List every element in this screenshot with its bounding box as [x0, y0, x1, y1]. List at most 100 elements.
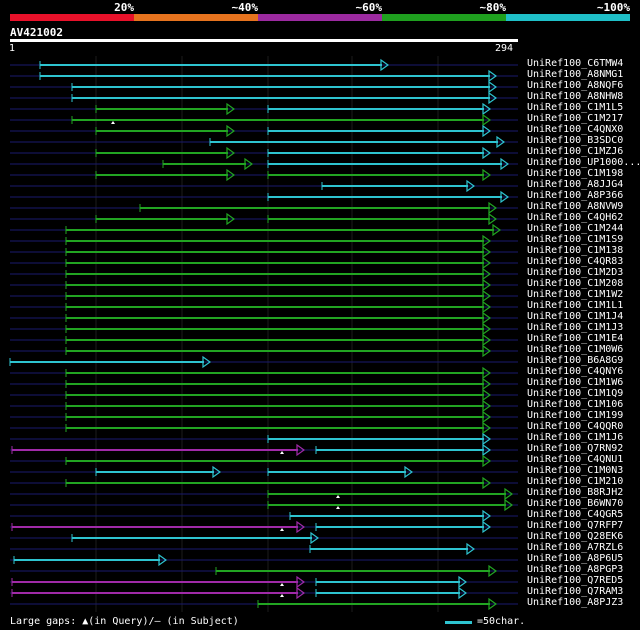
hit-label[interactable]: UniRef100_A8P6U5 — [527, 553, 624, 564]
alignment-arrow — [482, 344, 492, 358]
hit-label[interactable]: UniRef100_C4QNU1 — [527, 454, 624, 465]
hit-label[interactable]: UniRef100_C1M1E4 — [527, 333, 624, 344]
alignment-arrow — [458, 575, 468, 589]
alignment-arrow — [488, 201, 498, 215]
alignment-arrow — [482, 113, 492, 127]
alignment-arrow — [310, 531, 320, 545]
alignment-arrow — [482, 432, 492, 446]
hit-label[interactable]: UniRef100_A8JJG4 — [527, 179, 624, 190]
query-gap-marker — [280, 451, 284, 454]
identity-legend-bar — [10, 14, 630, 21]
alignment-arrow — [482, 168, 492, 182]
alignment-arrow — [482, 124, 492, 138]
hit-label[interactable]: UniRef100_Q7RED5 — [527, 575, 624, 586]
alignment-arrow — [296, 586, 306, 600]
hit-label[interactable]: UniRef100_C1MZJ6 — [527, 146, 624, 157]
hit-label[interactable]: UniRef100_C1M1Q9 — [527, 388, 624, 399]
hit-label[interactable]: UniRef100_A8NVW9 — [527, 201, 624, 212]
hit-label[interactable]: UniRef100_B8RJH2 — [527, 487, 624, 498]
alignment-arrow — [488, 597, 498, 611]
alignment-arrow — [482, 234, 492, 248]
hit-label[interactable]: UniRef100_A8PJZ3 — [527, 597, 624, 608]
ruler-end-label: 294 — [495, 43, 514, 54]
hit-label[interactable]: UniRef100_C1M1J3 — [527, 322, 624, 333]
query-gap-marker — [280, 594, 284, 597]
alignment-arrow — [488, 80, 498, 94]
hit-label[interactable]: UniRef100_A8NMG1 — [527, 69, 624, 80]
hit-label[interactable]: UniRef100_C1M208 — [527, 278, 624, 289]
alignment-arrow — [296, 443, 306, 457]
legend-label: ~60% — [355, 1, 383, 14]
alignment-arrow — [496, 135, 506, 149]
alignment-arrow — [458, 586, 468, 600]
legend-segment — [10, 14, 134, 21]
hit-label[interactable]: UniRef100_C1M1W2 — [527, 289, 624, 300]
alignment-arrow — [482, 289, 492, 303]
hit-label[interactable]: UniRef100_UP1000... — [527, 157, 640, 168]
hit-label[interactable]: UniRef100_C1M210 — [527, 476, 624, 487]
hit-label[interactable]: UniRef100_Q7RFP7 — [527, 520, 624, 531]
hit-label[interactable]: UniRef100_A8PGP3 — [527, 564, 624, 575]
hit-label[interactable]: UniRef100_C4QNX0 — [527, 124, 624, 135]
hit-label[interactable]: UniRef100_C1M0N3 — [527, 465, 624, 476]
alignment-arrow — [226, 124, 236, 138]
alignment-arrow — [226, 146, 236, 160]
alignment-arrow — [226, 212, 236, 226]
hit-label[interactable]: UniRef100_A8NHW8 — [527, 91, 624, 102]
hit-label[interactable]: UniRef100_A7RZL6 — [527, 542, 624, 553]
ruler-start-label: 1 — [9, 43, 16, 54]
alignment-arrow — [482, 399, 492, 413]
hit-label[interactable]: UniRef100_C1M0W6 — [527, 344, 624, 355]
hit-label[interactable]: UniRef100_Q28EK6 — [527, 531, 624, 542]
alignment-arrow — [296, 575, 306, 589]
query-name: AV421002 — [10, 26, 63, 39]
alignment-arrow — [488, 564, 498, 578]
alignment-arrow — [482, 267, 492, 281]
hit-label[interactable]: UniRef100_C1M1S9 — [527, 234, 624, 245]
query-gap-marker — [336, 506, 340, 509]
hit-label[interactable]: UniRef100_C1M138 — [527, 245, 624, 256]
hit-label[interactable]: UniRef100_C4QNY6 — [527, 366, 624, 377]
alignment-arrow — [466, 179, 476, 193]
hit-label[interactable]: UniRef100_C1M106 — [527, 399, 624, 410]
alignment-arrow — [492, 223, 502, 237]
hit-label[interactable]: UniRef100_C1M199 — [527, 410, 624, 421]
alignment-arrow — [380, 58, 390, 72]
legend-segment — [382, 14, 506, 21]
hit-label[interactable]: UniRef100_C1M1W6 — [527, 377, 624, 388]
alignment-arrow — [482, 520, 492, 534]
hit-label[interactable]: UniRef100_C1M2D3 — [527, 267, 624, 278]
hit-label[interactable]: UniRef100_C1M1J4 — [527, 311, 624, 322]
alignment-arrow — [226, 102, 236, 116]
hit-label[interactable]: UniRef100_B6WN70 — [527, 498, 624, 509]
alignment-arrow — [482, 476, 492, 490]
scale-label: =50char. — [477, 616, 526, 627]
hit-label[interactable]: UniRef100_C4QQR0 — [527, 421, 624, 432]
alignment-arrow — [482, 300, 492, 314]
alignment-arrow — [482, 146, 492, 160]
hit-label[interactable]: UniRef100_C1M244 — [527, 223, 624, 234]
hit-label[interactable]: UniRef100_C6TMW4 — [527, 58, 624, 69]
alignment-arrow — [504, 498, 514, 512]
hit-label[interactable]: UniRef100_Q7RAM3 — [527, 586, 624, 597]
hit-label[interactable]: UniRef100_B6A8G9 — [527, 355, 624, 366]
hit-label[interactable]: UniRef100_C1M1J6 — [527, 432, 624, 443]
hit-label[interactable]: UniRef100_C4QGR5 — [527, 509, 624, 520]
alignment-arrow — [482, 311, 492, 325]
hit-label[interactable]: UniRef100_Q7RN92 — [527, 443, 624, 454]
legend-label: ~40% — [231, 1, 259, 14]
alignment-arrow — [482, 410, 492, 424]
hit-label[interactable]: UniRef100_A8NQF6 — [527, 80, 624, 91]
hit-label[interactable]: UniRef100_C4QR83 — [527, 256, 624, 267]
alignment-arrow — [466, 542, 476, 556]
hit-label[interactable]: UniRef100_B3SDC0 — [527, 135, 624, 146]
hit-label[interactable]: UniRef100_C4QH62 — [527, 212, 624, 223]
hit-label[interactable]: UniRef100_C1M1L5 — [527, 102, 624, 113]
alignment-arrow — [482, 245, 492, 259]
hit-label[interactable]: UniRef100_C1M1L1 — [527, 300, 624, 311]
alignment-arrow — [482, 454, 492, 468]
hit-label[interactable]: UniRef100_C1M198 — [527, 168, 624, 179]
hit-label[interactable]: UniRef100_C1M217 — [527, 113, 624, 124]
hit-label[interactable]: UniRef100_A8P366 — [527, 190, 624, 201]
